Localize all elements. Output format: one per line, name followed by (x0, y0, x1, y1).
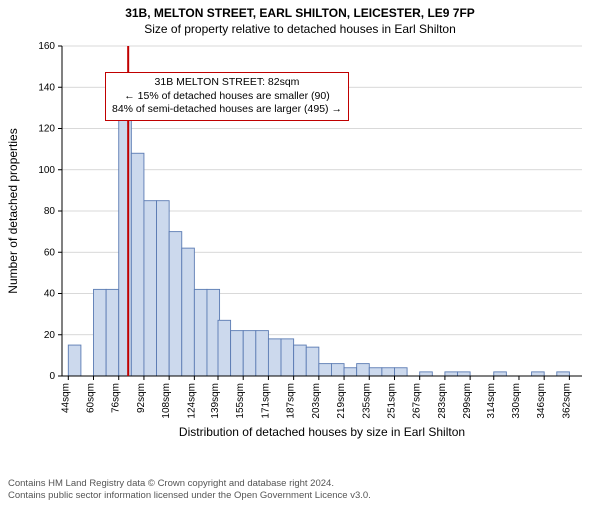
annotation-line-3: 84% of semi-detached houses are larger (… (112, 103, 342, 117)
svg-text:235sqm: 235sqm (361, 383, 372, 419)
footer-line-1: Contains HM Land Registry data © Crown c… (8, 478, 371, 490)
svg-text:139sqm: 139sqm (210, 383, 221, 419)
svg-text:299sqm: 299sqm (462, 383, 473, 419)
chart-container: 0 20 40 60 80 100 120 140 160 44sqm 60sqm 76sqm 92sq… (0, 36, 600, 456)
svg-text:60sqm: 60sqm (86, 383, 97, 413)
svg-text:219sqm: 219sqm (336, 383, 347, 419)
svg-text:251sqm: 251sqm (386, 383, 397, 419)
svg-text:100: 100 (38, 165, 55, 176)
svg-text:40: 40 (44, 289, 56, 300)
svg-text:108sqm: 108sqm (161, 383, 172, 419)
annotation-line-1: 31B MELTON STREET: 82sqm (112, 76, 342, 90)
svg-text:20: 20 (44, 330, 56, 341)
annotation-box: 31B MELTON STREET: 82sqm ← 15% of detach… (105, 72, 349, 121)
svg-text:Number of detached properties: Number of detached properties (6, 128, 20, 293)
svg-text:140: 140 (38, 82, 55, 93)
svg-text:187sqm: 187sqm (286, 383, 297, 419)
svg-text:155sqm: 155sqm (235, 383, 246, 419)
page-subtitle: Size of property relative to detached ho… (0, 22, 600, 36)
footer: Contains HM Land Registry data © Crown c… (8, 478, 371, 502)
svg-text:44sqm: 44sqm (60, 383, 71, 413)
svg-text:120: 120 (38, 124, 55, 135)
svg-text:60: 60 (44, 247, 56, 258)
svg-text:314sqm: 314sqm (486, 383, 497, 419)
svg-text:203sqm: 203sqm (311, 383, 322, 419)
svg-text:330sqm: 330sqm (511, 383, 522, 419)
footer-line-2: Contains public sector information licen… (8, 490, 371, 502)
svg-text:Distribution of detached house: Distribution of detached houses by size … (179, 425, 465, 439)
annotation-line-2: ← 15% of detached houses are smaller (90… (112, 90, 342, 104)
svg-text:171sqm: 171sqm (260, 383, 271, 419)
page-title: 31B, MELTON STREET, EARL SHILTON, LEICES… (0, 6, 600, 20)
svg-text:80: 80 (44, 206, 56, 217)
svg-text:346sqm: 346sqm (536, 383, 547, 419)
svg-text:283sqm: 283sqm (437, 383, 448, 419)
svg-text:124sqm: 124sqm (186, 383, 197, 419)
svg-text:362sqm: 362sqm (561, 383, 572, 419)
svg-text:92sqm: 92sqm (136, 383, 147, 413)
svg-text:267sqm: 267sqm (412, 383, 423, 419)
svg-text:0: 0 (49, 371, 55, 382)
svg-text:160: 160 (38, 41, 55, 52)
svg-text:76sqm: 76sqm (111, 383, 122, 413)
